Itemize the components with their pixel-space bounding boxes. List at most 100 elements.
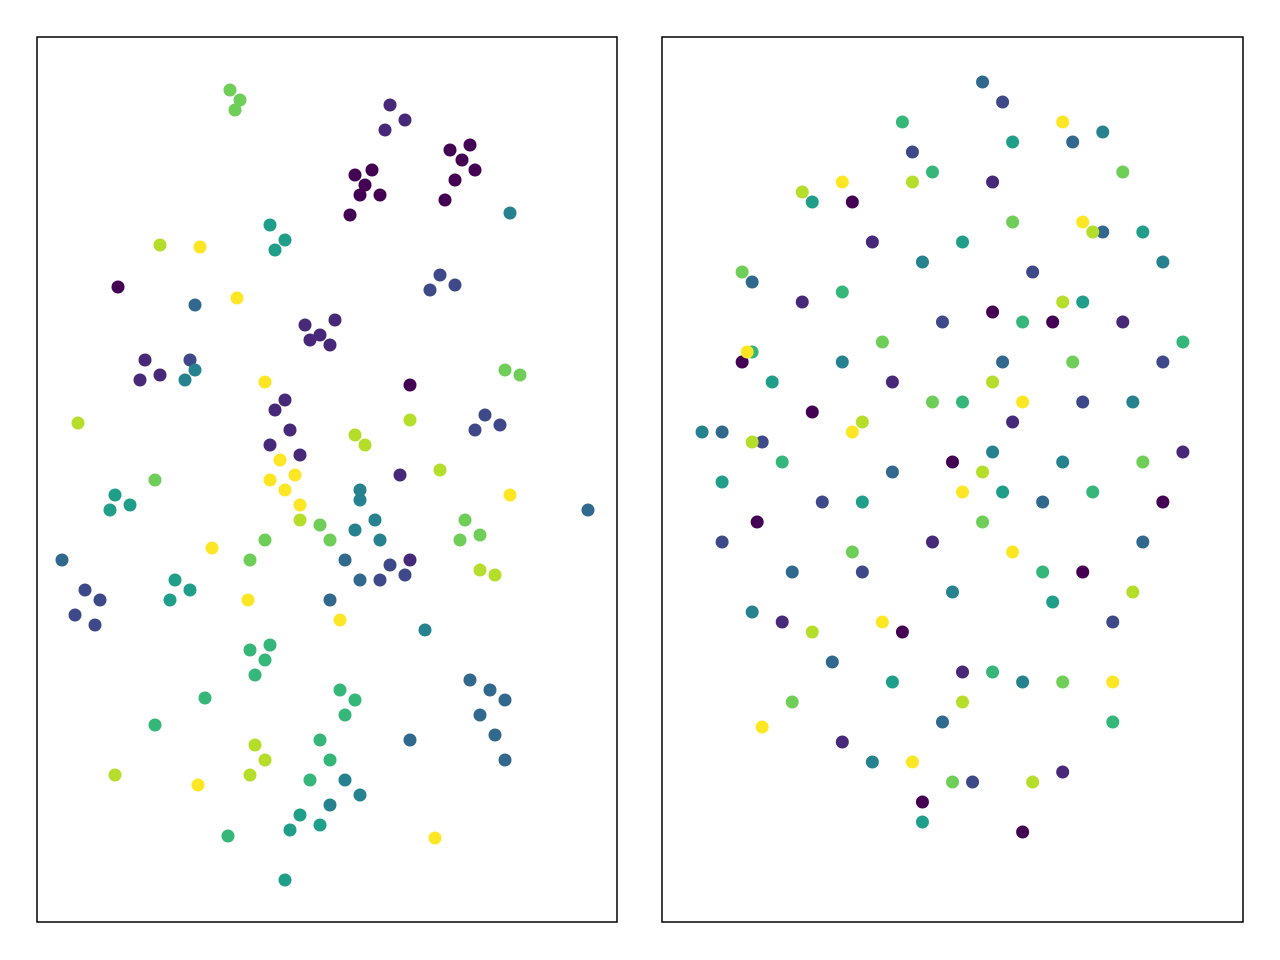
scatter-point — [1076, 295, 1090, 309]
scatter-point — [946, 775, 959, 789]
scatter-point — [845, 195, 859, 209]
scatter-point — [1006, 545, 1020, 559]
scatter-point — [1086, 485, 1100, 499]
scatter-point — [358, 438, 372, 452]
scatter-point — [986, 445, 1000, 459]
scatter-point — [1016, 315, 1030, 329]
scatter-point — [368, 513, 382, 527]
scatter-point — [715, 425, 729, 439]
scatter-point — [333, 683, 347, 697]
scatter-point — [88, 618, 102, 632]
scatter-point — [986, 665, 1000, 679]
scatter-point — [915, 815, 929, 829]
scatter-point — [263, 638, 277, 652]
scatter-point — [353, 573, 367, 587]
scatter-point — [473, 708, 487, 722]
scatter-point — [1026, 265, 1040, 279]
scatter-point — [1106, 715, 1120, 729]
scatter-point — [163, 593, 177, 607]
scatter-point — [1176, 335, 1190, 349]
scatter-point — [278, 483, 292, 497]
scatter-point — [1056, 115, 1070, 129]
scatter-point — [755, 435, 769, 449]
scatter-point — [263, 473, 277, 487]
scatter-point — [153, 368, 167, 382]
scatter-point — [795, 295, 809, 309]
scatter-point — [745, 275, 759, 289]
scatter-point — [740, 345, 754, 359]
scatter-point — [1136, 455, 1150, 469]
scatter-point — [996, 485, 1010, 499]
scatter-point — [293, 498, 307, 512]
scatter-point — [393, 468, 407, 482]
scatter-point — [108, 768, 122, 782]
scatter-point — [313, 818, 327, 832]
scatter-point — [956, 235, 970, 249]
scatter-point — [1046, 595, 1060, 609]
scatter-point — [935, 715, 949, 729]
scatter-point — [785, 565, 799, 579]
scatter-point — [966, 775, 980, 789]
scatter-point — [258, 533, 272, 547]
scatter-point — [378, 123, 392, 137]
scatter-point — [915, 795, 929, 809]
scatter-point — [323, 533, 337, 547]
scatter-point — [111, 280, 125, 294]
scatter-point — [1116, 315, 1130, 329]
scatter-point — [735, 265, 749, 279]
scatter-point — [328, 313, 342, 327]
scatter-point — [268, 243, 282, 257]
scatter-point — [1016, 825, 1030, 839]
scatter-point — [463, 673, 477, 687]
scatter-point — [458, 513, 472, 527]
scatter-point — [228, 103, 242, 117]
scatter-point — [1156, 355, 1170, 369]
scatter-point — [258, 375, 272, 389]
scatter-point — [453, 533, 467, 547]
scatter-point — [1026, 775, 1040, 789]
scatter-point — [293, 513, 307, 527]
scatter-point — [338, 553, 352, 567]
scatter-point — [805, 405, 819, 419]
scatter-point — [183, 353, 197, 367]
scatter-point — [905, 755, 919, 769]
scatter-point — [188, 298, 202, 312]
scatter-point — [398, 113, 412, 127]
scatter-point — [248, 668, 262, 682]
scatter-point — [403, 413, 417, 427]
scatter-point — [885, 465, 899, 479]
scatter-point — [178, 373, 192, 387]
scatter-point — [183, 583, 197, 597]
scatter-point — [1126, 395, 1140, 409]
scatter-point — [298, 318, 312, 332]
scatter-point — [750, 515, 764, 529]
scatter-point — [755, 720, 769, 734]
scatter-point — [1036, 495, 1050, 509]
scatter-point — [293, 808, 307, 822]
scatter-point — [865, 755, 879, 769]
scatter-point — [1076, 565, 1090, 579]
scatter-point — [498, 693, 512, 707]
scatter-point — [1176, 445, 1190, 459]
scatter-point — [986, 175, 1000, 189]
scatter-point — [373, 533, 387, 547]
scatter-point — [428, 831, 442, 845]
scatter-point — [223, 83, 237, 97]
scatter-point — [383, 558, 397, 572]
scatter-point — [348, 693, 362, 707]
scatter-point — [473, 528, 487, 542]
scatter-point — [745, 605, 759, 619]
scatter-point — [715, 475, 729, 489]
scatter-point — [493, 418, 507, 432]
scatter-point — [93, 593, 107, 607]
scatter-point — [338, 773, 352, 787]
scatter-point — [123, 498, 137, 512]
scatter-point — [1046, 315, 1060, 329]
scatter-point — [338, 708, 352, 722]
scatter-point — [855, 495, 869, 509]
scatter-point — [443, 143, 457, 157]
scatter-point — [1016, 395, 1030, 409]
scatter-point — [1096, 125, 1110, 139]
scatter-point — [1006, 415, 1020, 429]
